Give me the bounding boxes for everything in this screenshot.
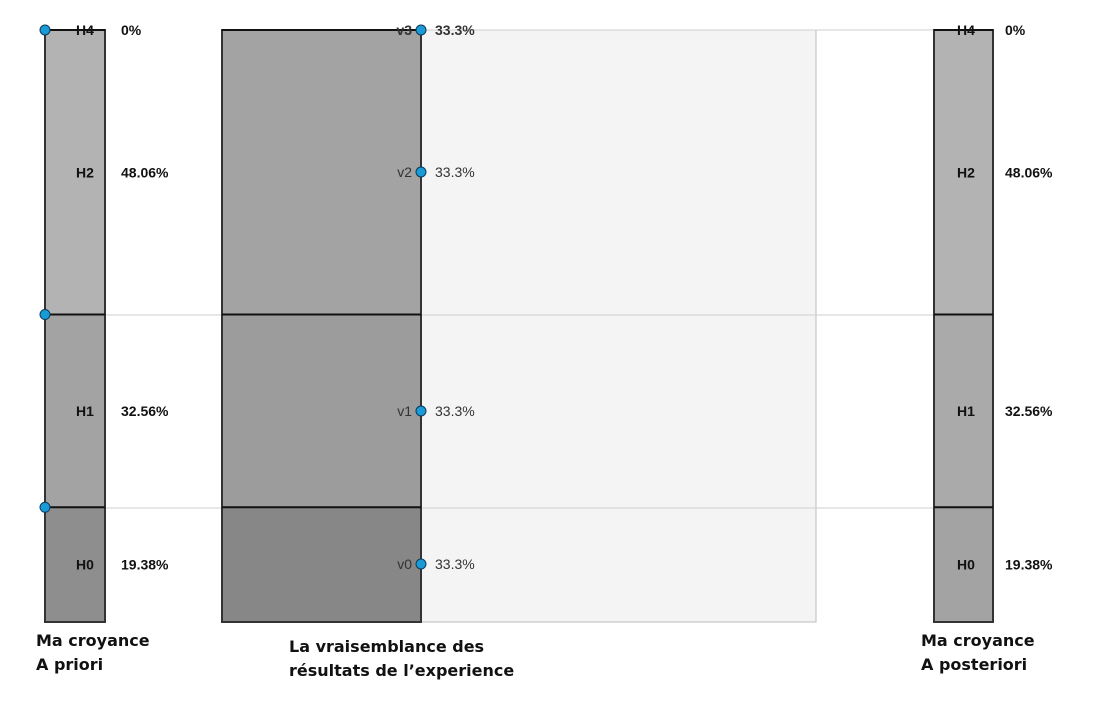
prior-drag-handle[interactable] [39,501,51,513]
prior-percent-h0: 19.38% [121,557,169,573]
prior-column: H0 19.38%H1 32.56%H2 48.06%H4 0% [39,22,169,623]
likelihood-drag-handle-v2[interactable] [415,166,427,178]
likelihood-handle-label-v1: v1 [397,403,412,419]
posterior-percent-h1: 32.56% [1005,403,1053,419]
likelihood-value-v0: 33.3% [435,556,475,572]
posterior-segment-h1 [934,314,993,508]
likelihood-value-v3: 33.3% [435,22,475,38]
prior-label-h0: H0 [76,557,94,573]
likelihood-column: v0 33.3% v1 33.3% v2 33.3% v3 33.3% [221,22,475,623]
posterior-segment-h2 [934,30,993,315]
likelihood-drag-handle-v3[interactable] [415,24,427,36]
prior-caption-line1: Ma croyance [36,631,150,650]
likelihood-handle-label-v2: v2 [397,164,412,180]
posterior-caption: Ma croyance A posteriori [921,629,1035,677]
posterior-percent-h2: 48.06% [1005,164,1053,180]
prior-drag-handle[interactable] [39,24,51,36]
posterior-caption-line2: A posteriori [921,655,1028,674]
prior-percent-h1: 32.56% [121,403,169,419]
posterior-caption-line1: Ma croyance [921,631,1035,650]
prior-percent-h4: 0% [121,22,142,38]
prior-label-h1: H1 [76,403,94,419]
likelihood-fill-1 [222,314,421,508]
prior-caption: Ma croyance A priori [36,629,150,677]
likelihood-fill-0 [222,507,421,622]
prior-segment-h1 [45,314,105,508]
likelihood-fill-2 [222,30,421,315]
likelihood-handle-label-v3: v3 [396,22,412,38]
posterior-percent-h4: 0% [1005,22,1026,38]
prior-segment-h2 [45,30,105,315]
likelihood-value-v2: 33.3% [435,164,475,180]
posterior-column: H0 19.38%H1 32.56%H2 48.06%H4 0% [933,22,1053,623]
likelihood-handle-label-v0: v0 [397,556,412,572]
likelihood-background-panel [420,29,817,623]
likelihood-caption: La vraisemblance des résultats de l’expe… [289,635,514,683]
prior-segment-h0 [45,507,105,622]
posterior-segment-h0 [934,507,993,622]
likelihood-drag-handle-v1[interactable] [415,405,427,417]
posterior-label-h2: H2 [957,164,975,180]
prior-percent-h2: 48.06% [121,164,169,180]
prior-drag-handle[interactable] [39,309,51,321]
likelihood-caption-line1: La vraisemblance des [289,637,485,656]
prior-caption-line2: A priori [36,655,104,674]
posterior-label-h0: H0 [957,557,975,573]
prior-label-h2: H2 [76,164,94,180]
posterior-label-h1: H1 [957,403,975,419]
likelihood-value-v1: 33.3% [435,403,475,419]
likelihood-drag-handle-v0[interactable] [415,558,427,570]
likelihood-caption-line2: résultats de l’experience [289,661,515,680]
posterior-percent-h0: 19.38% [1005,557,1053,573]
